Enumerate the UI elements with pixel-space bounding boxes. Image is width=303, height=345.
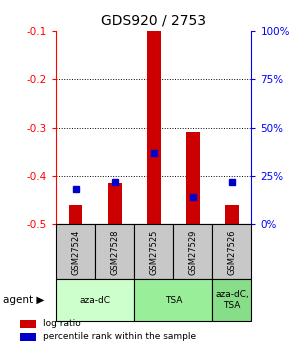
Bar [108, 183, 122, 224]
Title: GDS920 / 2753: GDS920 / 2753 [101, 13, 206, 27]
Bar [56, 224, 95, 279]
Bar [225, 205, 239, 224]
Text: GSM27529: GSM27529 [188, 229, 197, 275]
Bar [212, 224, 251, 279]
Text: aza-dC: aza-dC [80, 296, 111, 305]
Text: log ratio: log ratio [43, 319, 81, 328]
Text: aza-dC,
TSA: aza-dC, TSA [215, 290, 249, 310]
Bar [69, 205, 82, 224]
Bar [147, 31, 161, 224]
Bar [134, 279, 212, 321]
Text: TSA: TSA [165, 296, 182, 305]
Text: GSM27526: GSM27526 [228, 229, 236, 275]
Text: GSM27524: GSM27524 [71, 229, 80, 275]
Bar [212, 279, 251, 321]
Text: GSM27528: GSM27528 [110, 229, 119, 275]
Bar [186, 132, 200, 224]
Bar [21, 320, 36, 328]
Bar [21, 333, 36, 341]
Bar [56, 279, 134, 321]
Text: GSM27525: GSM27525 [149, 229, 158, 275]
Bar [173, 224, 212, 279]
Text: percentile rank within the sample: percentile rank within the sample [43, 332, 196, 341]
Bar [95, 224, 134, 279]
Bar [134, 224, 173, 279]
Text: agent ▶: agent ▶ [3, 295, 45, 305]
